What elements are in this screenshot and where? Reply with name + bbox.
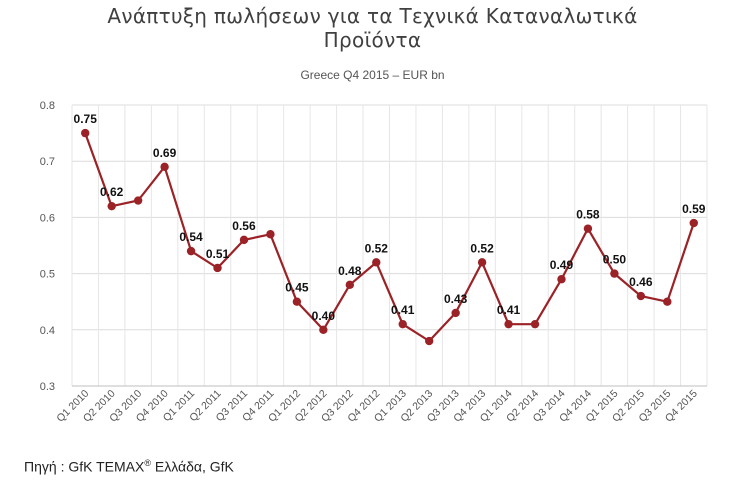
data-label: 0.40 bbox=[312, 309, 336, 323]
y-tick-label: 0.7 bbox=[40, 156, 55, 168]
data-label: 0.41 bbox=[391, 303, 415, 317]
data-point bbox=[319, 325, 328, 334]
y-tick-label: 0.5 bbox=[40, 269, 55, 281]
data-label: 0.52 bbox=[365, 241, 389, 255]
data-label: 0.69 bbox=[153, 146, 177, 160]
data-point bbox=[266, 230, 275, 239]
registered-mark: ® bbox=[144, 458, 151, 468]
data-point bbox=[636, 291, 646, 301]
data-point bbox=[398, 319, 407, 329]
y-tick-label: 0.3 bbox=[40, 381, 55, 393]
data-point bbox=[239, 235, 249, 245]
data-point bbox=[451, 308, 460, 318]
data-point bbox=[557, 275, 566, 284]
y-tick-label: 0.6 bbox=[40, 212, 55, 224]
data-label: 0.58 bbox=[576, 208, 600, 222]
data-point bbox=[186, 246, 196, 256]
data-point bbox=[292, 297, 302, 306]
data-label: 0.49 bbox=[550, 258, 574, 272]
data-point bbox=[689, 218, 698, 228]
data-point bbox=[372, 258, 381, 267]
data-label: 0.43 bbox=[444, 292, 468, 306]
source-prefix: Πηγή : GfK TEMAX bbox=[24, 458, 145, 475]
chart-title: Ανάπτυξη πωλήσεων για τα Τεχνικά Καταναλ… bbox=[0, 4, 745, 52]
data-point bbox=[213, 263, 222, 273]
data-point bbox=[133, 196, 143, 205]
data-label: 0.56 bbox=[232, 219, 256, 233]
data-label: 0.45 bbox=[285, 281, 309, 295]
data-point bbox=[81, 128, 90, 138]
data-label: 0.62 bbox=[100, 185, 124, 199]
data-label: 0.52 bbox=[470, 241, 494, 255]
data-label: 0.51 bbox=[206, 247, 230, 261]
data-point bbox=[107, 201, 116, 211]
data-label: 0.59 bbox=[682, 202, 706, 216]
source-note: Πηγή : GfK TEMAX® Ελλάδα, GfK bbox=[24, 458, 234, 475]
data-label: 0.48 bbox=[338, 264, 362, 278]
y-tick-label: 0.4 bbox=[40, 325, 55, 337]
chart-title-line2: Προϊόντα bbox=[323, 28, 422, 52]
y-tick-label: 0.8 bbox=[40, 100, 55, 112]
data-point bbox=[345, 280, 355, 290]
data-point bbox=[583, 224, 593, 233]
data-point bbox=[530, 319, 540, 329]
data-label: 0.50 bbox=[603, 253, 627, 267]
data-point bbox=[424, 336, 434, 346]
data-label: 0.54 bbox=[179, 230, 203, 244]
chart-subtitle: Greece Q4 2015 – EUR bn bbox=[300, 68, 445, 82]
series-line bbox=[84, 132, 695, 343]
source-suffix: Ελλάδα, GfK bbox=[150, 458, 234, 475]
chart-title-line1: Ανάπτυξη πωλήσεων για τα Τεχνικά Καταναλ… bbox=[107, 4, 638, 28]
data-label: 0.46 bbox=[629, 275, 653, 289]
data-point bbox=[663, 297, 672, 306]
data-label: 0.41 bbox=[497, 303, 521, 317]
data-point bbox=[610, 269, 619, 278]
data-point bbox=[160, 162, 169, 172]
data-label: 0.75 bbox=[74, 112, 98, 126]
data-point bbox=[477, 258, 487, 267]
data-point bbox=[504, 319, 513, 329]
